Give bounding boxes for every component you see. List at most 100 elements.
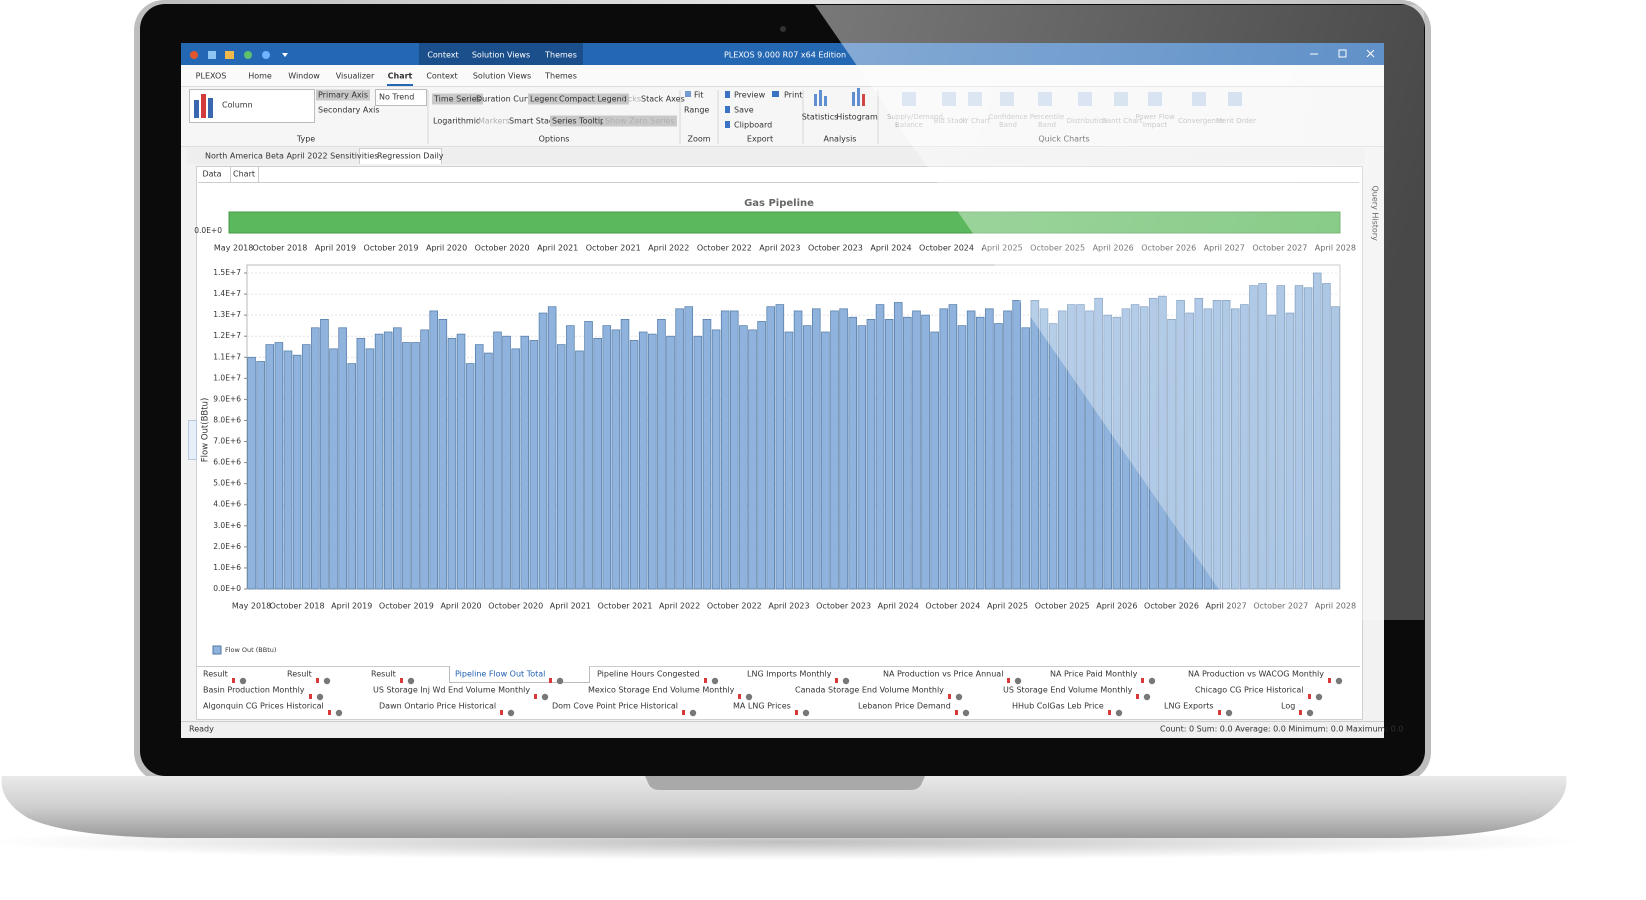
- option-toggle[interactable]: Smart Stack: [509, 116, 558, 126]
- bar: [383, 331, 393, 590]
- option-toggle[interactable]: Logarithmic: [433, 116, 481, 126]
- result-item[interactable]: Result: [203, 669, 228, 679]
- result-item[interactable]: Lebanon Price Demand: [858, 701, 951, 711]
- result-icons[interactable]: [834, 670, 850, 685]
- result-icons[interactable]: [1217, 702, 1233, 717]
- option-toggle[interactable]: Compact Legend: [557, 93, 629, 105]
- side-panel-label[interactable]: Query History: [1370, 185, 1380, 241]
- quick-chart[interactable]: Merit Order: [1215, 117, 1257, 125]
- result-item[interactable]: NA Production vs Price Annual: [883, 669, 1004, 679]
- context-tab[interactable]: Context: [427, 50, 459, 60]
- result-item[interactable]: Basin Production Monthly: [203, 685, 305, 695]
- result-item[interactable]: Mexico Storage End Volume Monthly: [588, 685, 735, 695]
- result-item[interactable]: Result: [287, 669, 312, 679]
- secondary-axis[interactable]: Secondary Axis: [318, 105, 380, 115]
- result-icons[interactable]: [954, 702, 970, 717]
- result-icons[interactable]: [308, 686, 324, 701]
- export-button[interactable]: Preview: [734, 90, 766, 100]
- result-icons[interactable]: [315, 670, 331, 685]
- result-icons[interactable]: [1140, 670, 1156, 685]
- result-item[interactable]: US Storage End Volume Monthly: [1003, 685, 1133, 695]
- export-button[interactable]: Save: [734, 105, 754, 115]
- result-icons[interactable]: [399, 670, 415, 685]
- result-icons[interactable]: [947, 686, 963, 701]
- context-tab[interactable]: Solution Views: [471, 50, 531, 60]
- active-document-tab[interactable]: [359, 148, 442, 164]
- option-toggle[interactable]: Markers: [478, 116, 510, 126]
- export-button[interactable]: Print: [784, 90, 803, 100]
- quick-chart[interactable]: Confidence Band: [988, 113, 1028, 129]
- result-item[interactable]: Log: [1281, 701, 1296, 711]
- chart-type[interactable]: Column: [222, 100, 253, 110]
- result-item[interactable]: NA Production vs WACOG Monthly: [1188, 669, 1325, 679]
- side-collapse-handle[interactable]: [188, 420, 197, 460]
- result-item[interactable]: Pipeline Hours Congested: [597, 669, 700, 679]
- analysis-button[interactable]: Histogram: [836, 112, 878, 122]
- result-icons[interactable]: [1327, 670, 1343, 685]
- analysis-button[interactable]: Statistics: [801, 112, 839, 122]
- quick-chart[interactable]: Power Flow Impact: [1135, 113, 1175, 129]
- result-icons[interactable]: [499, 702, 515, 717]
- menu-item[interactable]: Chart: [387, 71, 413, 81]
- result-item[interactable]: Canada Storage End Volume Monthly: [795, 685, 944, 695]
- result-icons[interactable]: [1107, 702, 1123, 717]
- result-icons[interactable]: [737, 686, 753, 701]
- result-icons[interactable]: [1135, 686, 1151, 701]
- result-item[interactable]: Result: [371, 669, 396, 679]
- primary-axis[interactable]: Primary Axis: [316, 89, 371, 101]
- menu-item[interactable]: Context: [426, 71, 458, 81]
- option-toggle[interactable]: Series Tooltips: [550, 115, 612, 127]
- result-item[interactable]: NA Price Paid Monthly: [1050, 669, 1138, 679]
- menu-item[interactable]: Solution Views: [472, 71, 532, 81]
- result-item[interactable]: Dawn Ontario Price Historical: [379, 701, 497, 711]
- option-toggle[interactable]: Ticks: [621, 94, 642, 104]
- quick-chart[interactable]: Percentile Band: [1029, 113, 1065, 129]
- trend-dropdown[interactable]: [375, 89, 427, 106]
- zoom-range[interactable]: Range: [684, 105, 710, 115]
- result-item[interactable]: Dom Cove Point Price Historical: [552, 701, 679, 711]
- document-tab[interactable]: Regression Daily: [377, 151, 444, 161]
- view-tab[interactable]: Chart: [233, 169, 255, 179]
- result-item[interactable]: Algonquin CG Prices Historical: [203, 701, 324, 711]
- result-item[interactable]: US Storage Inj Wd End Volume Monthly: [373, 685, 531, 695]
- menu-item[interactable]: Window: [288, 71, 320, 81]
- result-icons[interactable]: [703, 670, 719, 685]
- bar: [775, 304, 785, 590]
- result-icons[interactable]: [327, 702, 343, 717]
- result-icons[interactable]: [681, 702, 697, 717]
- result-icons[interactable]: [794, 702, 810, 717]
- active-view-tab[interactable]: [230, 166, 259, 182]
- result-icons[interactable]: [1006, 670, 1022, 685]
- export-button[interactable]: Clipboard: [734, 120, 773, 130]
- result-item[interactable]: Pipeline Flow Out Total: [455, 669, 546, 679]
- active-result-tab[interactable]: [449, 666, 590, 683]
- result-item[interactable]: MA LNG Prices: [733, 701, 791, 711]
- result-icons[interactable]: [1307, 686, 1323, 701]
- context-tab[interactable]: Themes: [545, 50, 577, 60]
- option-toggle[interactable]: Stack Axes: [641, 94, 685, 104]
- option-toggle[interactable]: Time Series: [432, 93, 483, 105]
- result-icons[interactable]: [1298, 702, 1314, 717]
- trend-option[interactable]: No Trend: [379, 92, 415, 102]
- menu-item[interactable]: Themes: [545, 71, 577, 81]
- result-icons[interactable]: [231, 670, 247, 685]
- option-toggle[interactable]: Show Zero Series: [603, 115, 677, 127]
- result-item[interactable]: HHub ColGas Leb Price: [1012, 701, 1104, 711]
- result-icons[interactable]: [533, 686, 549, 701]
- result-item[interactable]: LNG Imports Monthly: [747, 669, 832, 679]
- menu-item[interactable]: Home: [248, 71, 272, 81]
- option-toggle[interactable]: Duration Curve: [476, 94, 537, 104]
- document-tab[interactable]: North America Beta April 2022 Sensitivit…: [205, 151, 379, 161]
- result-icons[interactable]: [548, 670, 564, 685]
- x-tick-label: October 2020: [488, 602, 543, 611]
- result-item[interactable]: Chicago CG Price Historical: [1195, 685, 1304, 695]
- quick-chart[interactable]: Supply/Demand Balance: [887, 113, 943, 129]
- zoom-fit[interactable]: Fit: [694, 90, 704, 100]
- bar: [529, 340, 539, 590]
- menu-item[interactable]: PLEXOS: [195, 71, 227, 81]
- y-axis-label: Flow Out(BBtu): [201, 398, 211, 463]
- view-tab[interactable]: Data: [202, 169, 222, 179]
- option-toggle[interactable]: Legend: [528, 93, 562, 105]
- menu-item[interactable]: Visualizer: [335, 71, 375, 81]
- result-item[interactable]: LNG Exports: [1164, 701, 1214, 711]
